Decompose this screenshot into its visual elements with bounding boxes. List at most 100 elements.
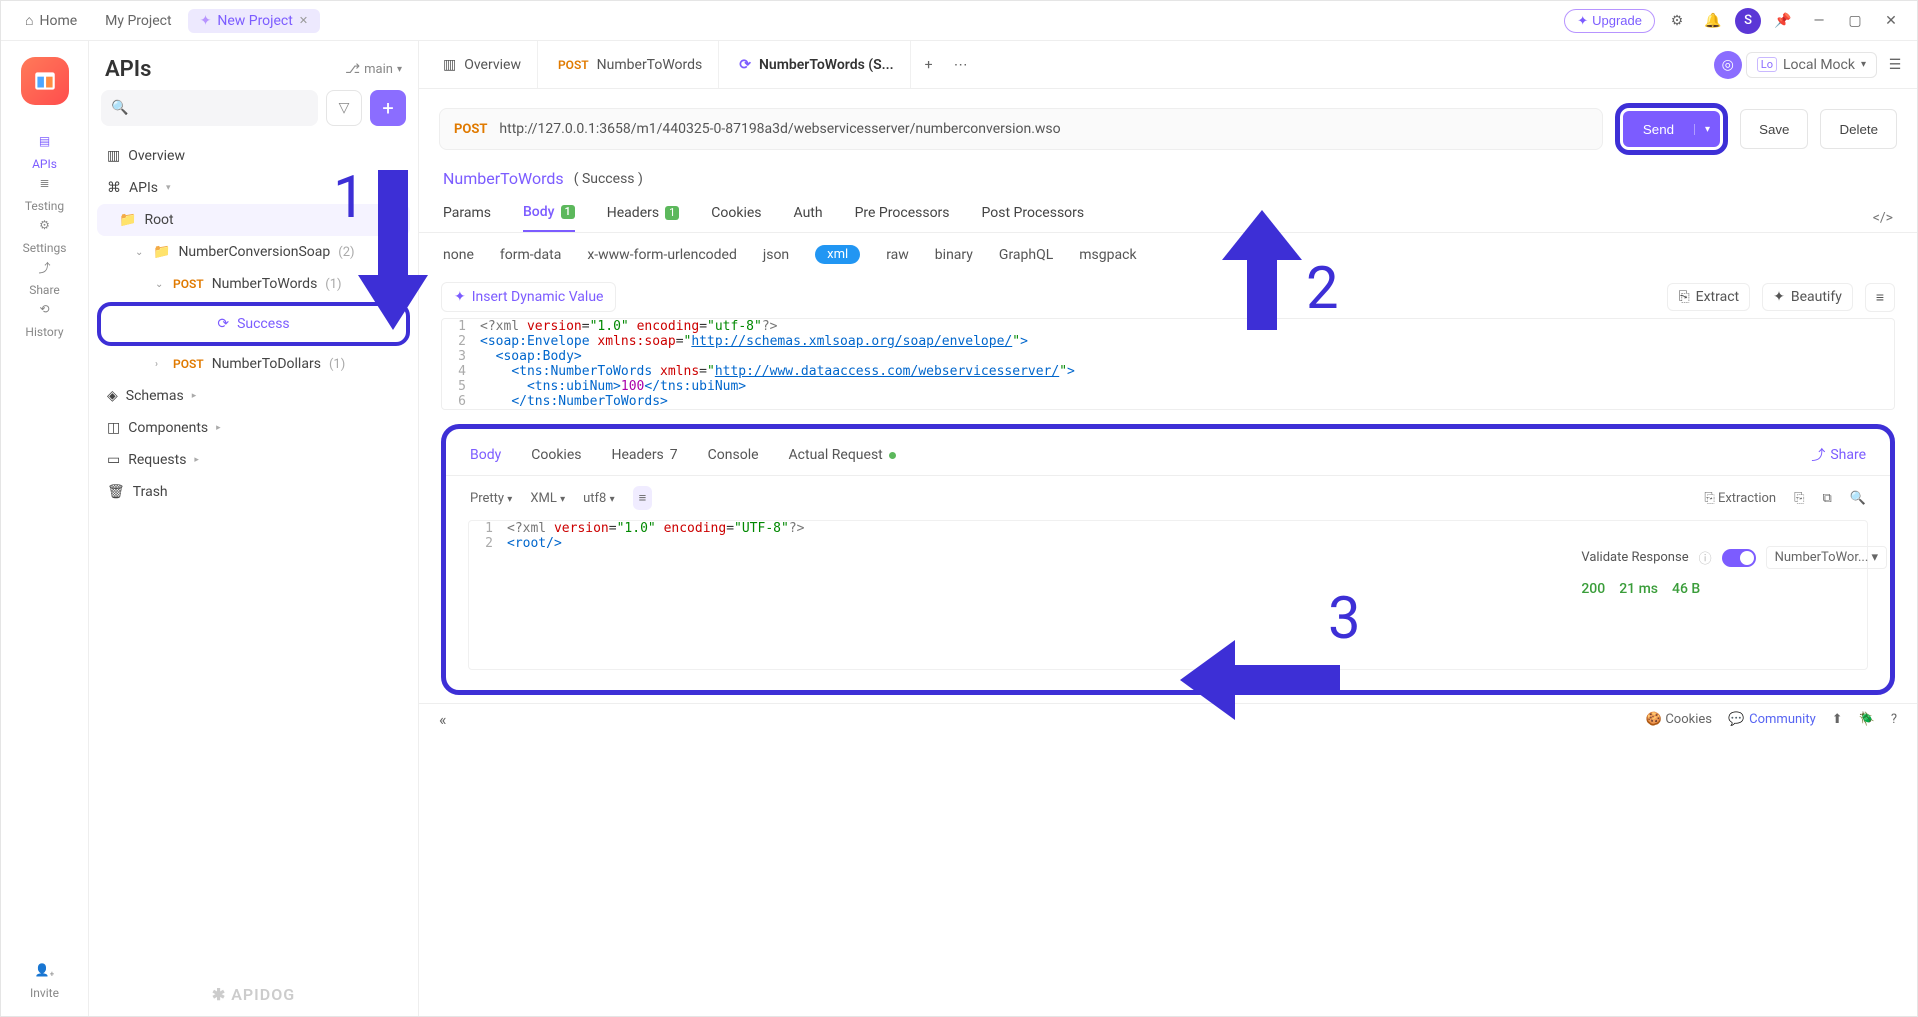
close-window-icon[interactable]: ✕ [1877, 7, 1905, 35]
tree-section[interactable]: 🗑Trash [97, 476, 410, 508]
tab-badge: 7 [670, 447, 678, 463]
rail-share[interactable]: ⤴Share [23, 255, 67, 297]
rail-invite[interactable]: 👤₊ Invite [30, 958, 59, 1000]
search-input[interactable]: 🔍 [101, 90, 318, 126]
copy-2-icon[interactable]: ⧉ [1823, 491, 1832, 506]
wrap-icon[interactable]: ≡ [633, 486, 653, 510]
tree-endpoint-1[interactable]: › POST NumberToDollars (1) [97, 348, 410, 380]
request-tab[interactable]: Auth [794, 205, 823, 231]
main-tab-run[interactable]: ⟳ NumberToWords (S... [723, 41, 910, 88]
community-link[interactable]: 💬 Community [1728, 712, 1816, 727]
code-icon[interactable]: </> [1873, 210, 1893, 226]
charset-selector[interactable]: utf8 ▾ [583, 491, 615, 506]
request-tab[interactable]: Headers1 [607, 205, 680, 231]
share-button[interactable]: ⤴ Share [1811, 445, 1866, 465]
more-tabs-icon[interactable]: ⋯ [947, 51, 975, 79]
request-tabs: Params Body1 Headers1 Cookies Auth Pre Proces… [419, 194, 1917, 233]
request-tab[interactable]: Params [443, 205, 491, 231]
annotation-number: 1 [333, 164, 366, 232]
extraction-button[interactable]: ⎘ Extraction [1704, 491, 1776, 506]
maximize-icon[interactable]: ▢ [1841, 7, 1869, 35]
body-type-option[interactable]: xml [815, 245, 860, 264]
tree-section[interactable]: ◈Schemas▸ [97, 380, 410, 412]
search-icon[interactable]: 🔍 [1850, 491, 1866, 506]
bell-icon[interactable]: 🔔 [1699, 7, 1727, 35]
tree-label: Success [237, 316, 290, 332]
format-icon[interactable]: ≡ [1865, 283, 1895, 312]
chevron-down-icon[interactable]: ▾ [1694, 124, 1720, 135]
body-type-option[interactable]: binary [935, 247, 973, 263]
add-button[interactable]: + [370, 90, 406, 126]
add-tab-button[interactable]: + [915, 51, 943, 79]
copy-icon[interactable]: ⎘ [1794, 491, 1804, 506]
close-icon[interactable]: ✕ [299, 14, 308, 27]
filter-button[interactable]: ▽ [326, 90, 362, 126]
send-button[interactable]: Send ▾ [1623, 111, 1720, 147]
request-tab[interactable]: Pre Processors [855, 205, 950, 231]
collapse-icon[interactable]: « [439, 710, 447, 729]
upgrade-button[interactable]: ✦ Upgrade [1564, 9, 1655, 33]
body-type-option[interactable]: GraphQL [999, 247, 1053, 263]
rail-label: History [25, 325, 63, 339]
branch-selector[interactable]: ⎇ main ▾ [345, 62, 402, 77]
pretty-selector[interactable]: Pretty ▾ [470, 491, 512, 506]
rail-testing[interactable]: ≣Testing [23, 171, 67, 213]
tab-label: Post Processors [982, 205, 1085, 221]
validate-toggle[interactable] [1722, 549, 1756, 567]
app-logo-icon[interactable] [21, 57, 69, 105]
rail-settings[interactable]: ⚙Settings [23, 213, 67, 255]
response-tab[interactable]: Cookies [531, 447, 581, 463]
main-tab-endpoint[interactable]: POST NumberToWords [542, 41, 719, 88]
beautify-button[interactable]: ✦ Beautify [1762, 283, 1853, 311]
minimize-icon[interactable]: — [1805, 7, 1833, 35]
tree-section[interactable]: ▭Requests▸ [97, 444, 410, 476]
help-icon[interactable]: ⓘ [1699, 548, 1712, 567]
cookies-link[interactable]: 🍪 Cookies [1646, 712, 1712, 727]
response-tab[interactable]: Body [470, 447, 501, 463]
schema-selector[interactable]: NumberToWor... ▾ [1766, 546, 1887, 569]
request-tab[interactable]: Post Processors [982, 205, 1085, 231]
orbit-icon[interactable]: ◎ [1714, 51, 1742, 79]
rail-label: Testing [25, 199, 64, 213]
body-type-option[interactable]: form-data [500, 247, 561, 263]
avatar[interactable]: S [1735, 8, 1761, 34]
environment-selector[interactable]: Lo Local Mock ▾ [1746, 52, 1877, 78]
response-tab[interactable]: Console [708, 447, 759, 463]
apis-icon: ▤ [32, 129, 56, 153]
url-input[interactable]: POST http://127.0.0.1:3658/m1/440325-0-8… [439, 108, 1603, 150]
request-tab[interactable]: Body1 [523, 204, 575, 232]
menu-icon[interactable]: ☰ [1881, 51, 1909, 79]
request-tab[interactable]: Cookies [711, 205, 761, 231]
extract-button[interactable]: ⎘ Extract [1667, 283, 1750, 311]
run-icon: ⟳ [739, 57, 751, 73]
body-type-option[interactable]: json [763, 247, 789, 263]
main-tab-overview[interactable]: ▥ Overview [427, 41, 538, 88]
project-tab-1[interactable]: ✦ New Project ✕ [188, 9, 320, 33]
bug-icon[interactable]: 🪲 [1859, 712, 1875, 727]
request-name: NumberToWords [443, 169, 564, 188]
delete-button[interactable]: Delete [1820, 109, 1897, 149]
body-type-option[interactable]: raw [886, 247, 909, 263]
tree-section[interactable]: ◫Components▸ [97, 412, 410, 444]
save-button[interactable]: Save [1740, 109, 1808, 149]
tab-label: Headers [607, 205, 659, 221]
share-icon: ⤴ [32, 255, 56, 279]
gear-icon[interactable]: ⚙ [1663, 7, 1691, 35]
help-icon[interactable]: ? [1891, 712, 1897, 727]
body-type-option[interactable]: x-www-form-urlencoded [587, 247, 737, 263]
body-type-option[interactable]: msgpack [1079, 247, 1136, 263]
rail-history[interactable]: ⟲History [23, 297, 67, 339]
response-tab[interactable]: Actual Request [789, 447, 896, 463]
insert-dynamic-button[interactable]: ✦ Insert Dynamic Value [441, 282, 616, 312]
upload-icon[interactable]: ⬆ [1832, 712, 1843, 727]
pin-icon[interactable]: 📌 [1769, 7, 1797, 35]
send-highlight: Send ▾ [1615, 103, 1728, 155]
response-tab[interactable]: Headers7 [611, 447, 677, 463]
format-selector[interactable]: XML ▾ [530, 491, 565, 506]
request-body-editor[interactable]: 1<?xml version="1.0" encoding="utf-8"?>2… [441, 318, 1895, 410]
body-type-option[interactable]: none [443, 247, 474, 263]
rail-apis[interactable]: ▤APIs [23, 129, 67, 171]
home-tab[interactable]: ⌂ Home [13, 8, 89, 33]
sidebar-title: APIs [105, 57, 151, 82]
project-tab-0[interactable]: My Project [93, 9, 183, 33]
